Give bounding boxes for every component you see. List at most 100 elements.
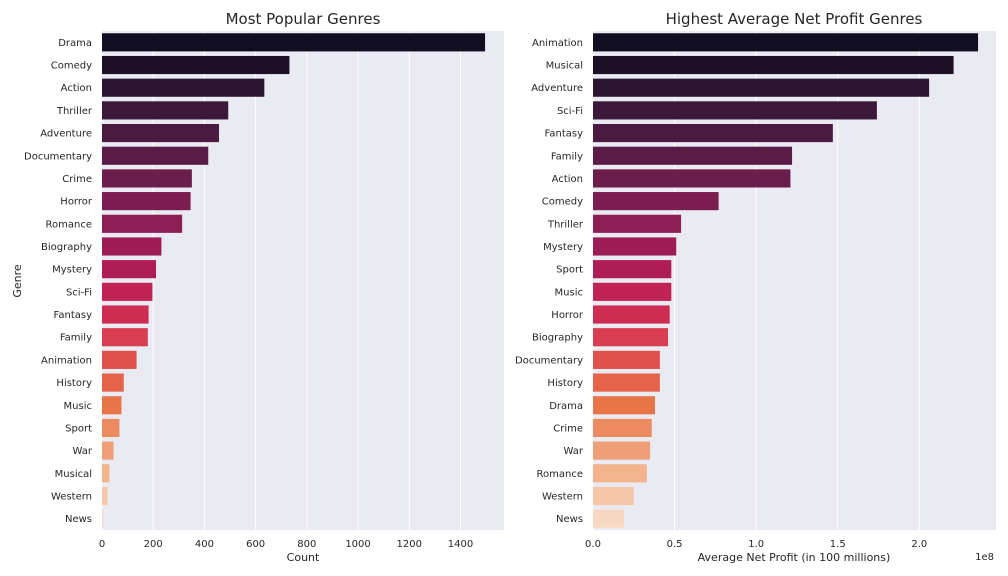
category-tick-label: Action xyxy=(61,83,92,94)
x-tick-label: 1400 xyxy=(448,539,473,550)
bar-documentary xyxy=(593,350,660,369)
category-tick-label: Thriller xyxy=(547,219,584,230)
category-tick-label: Action xyxy=(552,174,583,185)
category-tick-label: Family xyxy=(551,151,583,162)
bar-biography xyxy=(102,237,162,256)
category-tick-label: Sport xyxy=(65,423,92,434)
bar-comedy xyxy=(102,55,290,75)
chart-title: Most Popular Genres xyxy=(226,10,381,28)
category-tick-label: History xyxy=(56,378,92,389)
category-tick-label: Mystery xyxy=(543,242,583,253)
bar-western xyxy=(593,486,634,506)
x-tick-labels: 0 200 400 600 800 1000 1200 1400 xyxy=(99,539,473,550)
category-tick-label: Mystery xyxy=(52,265,92,276)
x-tick-label: 0.0 xyxy=(585,539,601,550)
bar-mystery xyxy=(102,260,157,279)
category-tick-label: Adventure xyxy=(40,129,92,140)
bars xyxy=(593,33,979,528)
category-tick-label: Documentary xyxy=(24,151,92,162)
chart-title: Highest Average Net Profit Genres xyxy=(666,10,923,28)
bar-animation xyxy=(593,33,979,52)
x-tick-label: 1000 xyxy=(345,539,370,550)
category-tick-label: Animation xyxy=(532,38,583,49)
bar-musical xyxy=(593,55,954,75)
category-tick-label: Western xyxy=(542,491,583,502)
bar-thriller xyxy=(593,214,682,233)
category-tick-label: Musical xyxy=(55,469,92,480)
category-tick-label: War xyxy=(564,446,584,457)
x-tick-label: 1200 xyxy=(397,539,422,550)
bar-adventure xyxy=(593,78,930,97)
bar-crime xyxy=(593,418,652,438)
category-tick-label: Biography xyxy=(532,333,583,344)
bar-crime xyxy=(102,169,192,188)
bar-musical xyxy=(102,464,110,483)
bar-family xyxy=(593,146,793,165)
bar-animation xyxy=(102,350,137,369)
category-tick-labels: Drama Comedy Action Thriller Adventure Docume… xyxy=(24,38,93,525)
bar-biography xyxy=(593,328,669,347)
category-tick-label: Horror xyxy=(60,197,93,208)
category-tick-label: Sci-Fi xyxy=(557,106,583,117)
bar-war xyxy=(593,441,651,460)
category-tick-label: Music xyxy=(64,401,92,412)
x-tick-label: 400 xyxy=(195,539,214,550)
category-tick-label: Fantasy xyxy=(545,129,584,140)
category-tick-label: War xyxy=(73,446,93,457)
bar-drama xyxy=(593,396,655,415)
category-tick-label: Comedy xyxy=(542,197,583,208)
bar-drama xyxy=(102,33,486,52)
category-tick-label: Drama xyxy=(549,401,583,412)
bar-history xyxy=(102,373,124,392)
x-tick-label: 2.0 xyxy=(911,539,927,550)
category-tick-labels: Animation Musical Adventure Sci-Fi Fantasy Fa… xyxy=(515,38,584,525)
category-tick-label: Romance xyxy=(537,469,583,480)
x-tick-label: 1.0 xyxy=(748,539,764,550)
category-tick-label: Horror xyxy=(551,310,584,321)
category-tick-label: Comedy xyxy=(51,61,92,72)
category-tick-label: Animation xyxy=(41,355,92,366)
x-offset-label: 1e8 xyxy=(975,552,994,563)
x-tick-label: 200 xyxy=(144,539,163,550)
x-tick-label: 1.5 xyxy=(830,539,846,550)
category-tick-label: Family xyxy=(60,333,92,344)
x-tick-label: 600 xyxy=(246,539,265,550)
x-axis-label: Count xyxy=(287,551,320,564)
x-axis-label: Average Net Profit (in 100 millions) xyxy=(698,551,891,564)
category-tick-label: Crime xyxy=(62,174,92,185)
bar-news xyxy=(593,509,624,528)
bar-western xyxy=(102,486,108,506)
category-tick-label: Sport xyxy=(556,265,583,276)
category-tick-label: Documentary xyxy=(515,355,583,366)
bar-sport xyxy=(102,418,120,438)
category-tick-label: Crime xyxy=(553,423,583,434)
bar-horror xyxy=(593,305,670,324)
category-tick-label: History xyxy=(547,378,583,389)
bar-adventure xyxy=(102,123,220,143)
chart-popular-genres: Drama Comedy Action Thriller Adventure Docume… xyxy=(11,10,504,564)
chart-net-profit-genres: Animation Musical Adventure Sci-Fi Fantasy Fa… xyxy=(515,10,996,564)
category-tick-label: Musical xyxy=(546,61,583,72)
category-tick-label: Sci-Fi xyxy=(66,287,92,298)
bar-mystery xyxy=(593,237,677,256)
x-tick-labels: 0.0 0.5 1.0 1.5 2.0 xyxy=(585,539,927,550)
bar-sci-fi xyxy=(102,282,153,301)
bar-romance xyxy=(593,464,647,483)
x-tick-label: 800 xyxy=(297,539,316,550)
bar-documentary xyxy=(102,146,209,165)
bar-fantasy xyxy=(102,305,149,324)
category-tick-label: News xyxy=(556,514,583,525)
category-tick-label: Adventure xyxy=(531,83,583,94)
bar-sci-fi xyxy=(593,101,877,120)
bar-news xyxy=(102,509,104,528)
bar-romance xyxy=(102,214,183,233)
bar-comedy xyxy=(593,192,719,211)
category-tick-label: Music xyxy=(555,287,583,298)
category-tick-label: Romance xyxy=(46,219,92,230)
category-tick-label: News xyxy=(65,514,92,525)
category-tick-label: Thriller xyxy=(56,106,93,117)
bar-horror xyxy=(102,192,191,211)
bar-family xyxy=(102,328,148,347)
bars xyxy=(102,33,486,528)
